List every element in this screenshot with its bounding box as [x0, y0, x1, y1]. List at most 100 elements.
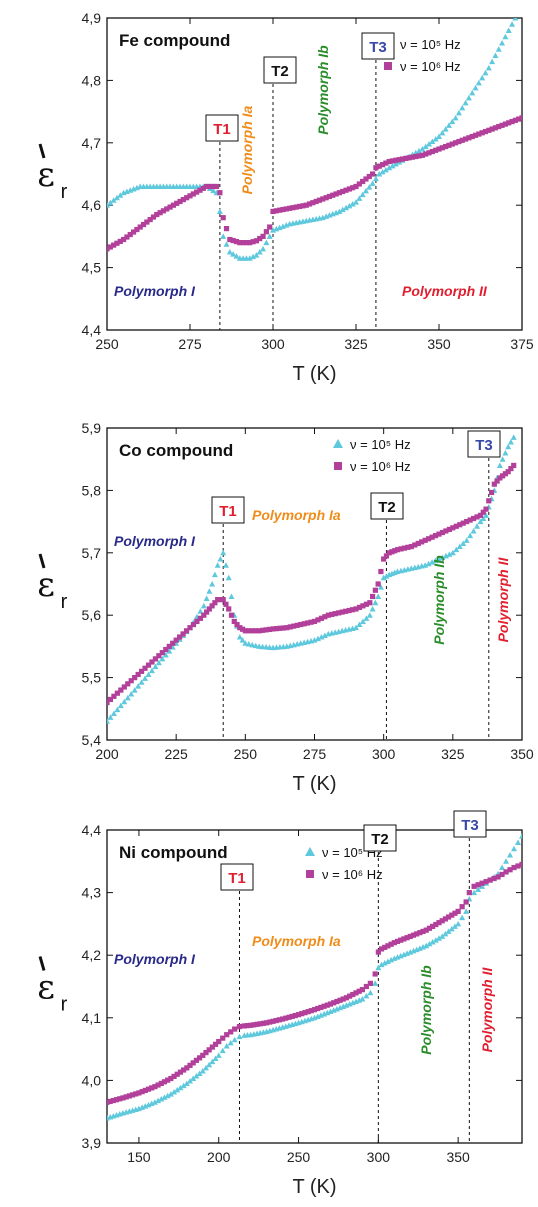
data-point: [350, 185, 356, 191]
data-point: [372, 599, 379, 606]
x-tick-label: 300: [372, 746, 396, 762]
transition-label-box: [467, 430, 501, 458]
data-point: [225, 574, 232, 581]
transition-label-text: T1: [228, 870, 246, 887]
data-point: [270, 626, 276, 632]
transition-label-text: T3: [461, 817, 479, 834]
data-point: [228, 1029, 234, 1035]
data-point: [134, 226, 140, 233]
x-tick-label: 350: [427, 336, 451, 352]
data-point: [240, 240, 246, 246]
data-point: [362, 187, 369, 194]
data-point: [128, 678, 134, 684]
data-point: [230, 237, 236, 244]
data-point: [359, 996, 366, 1002]
data-point: [367, 989, 374, 996]
data-point: [353, 199, 359, 205]
data-point: [343, 204, 350, 211]
data-point: [516, 116, 522, 122]
data-point: [336, 208, 343, 214]
data-point: [375, 964, 382, 971]
transition-label-T3: T3: [453, 810, 487, 838]
data-point: [256, 628, 262, 634]
transition-label-box: [361, 32, 395, 60]
data-point: [190, 191, 196, 197]
data-point: [356, 621, 363, 628]
data-point: [456, 138, 462, 145]
x-tick-label: 250: [287, 1149, 311, 1165]
data-point: [231, 618, 237, 625]
data-point: [439, 129, 446, 136]
series-group: [107, 833, 522, 1121]
transition-label-box: [220, 863, 254, 891]
data-point: [199, 1068, 206, 1074]
data-point: [260, 1020, 267, 1026]
data-point: [465, 94, 472, 101]
data-point: [117, 702, 124, 709]
data-point: [502, 471, 508, 477]
data-point: [378, 961, 385, 968]
data-point: [260, 233, 266, 239]
data-point: [360, 178, 366, 185]
data-point: [293, 204, 299, 210]
data-point: [463, 908, 470, 914]
data-point: [334, 998, 340, 1005]
data-point: [393, 157, 399, 163]
chart-title: Ni compound: [119, 843, 228, 862]
data-point: [505, 27, 512, 33]
data-point: [366, 612, 373, 618]
data-point: [426, 150, 432, 156]
y-tick-label: 4,3: [82, 885, 102, 901]
data-point: [506, 120, 512, 126]
data-point: [270, 1018, 276, 1024]
legend-marker: [333, 439, 343, 448]
data-point: [311, 1007, 318, 1013]
data-point: [377, 584, 384, 590]
data-point: [331, 1000, 337, 1006]
data-point: [138, 668, 145, 674]
data-point: [436, 556, 442, 562]
data-point: [210, 183, 216, 190]
data-point: [273, 626, 280, 632]
data-point: [452, 114, 459, 121]
data-point: [446, 142, 452, 148]
data-point: [511, 864, 517, 871]
transition-label-T2: T2: [263, 56, 297, 84]
data-point: [363, 992, 370, 999]
data-point: [183, 628, 190, 634]
data-point: [129, 1092, 136, 1098]
x-axis-label: T (K): [292, 1176, 336, 1198]
data-point: [379, 168, 386, 175]
data-point: [183, 1080, 190, 1087]
data-point: [423, 151, 429, 157]
data-point: [113, 1097, 120, 1103]
data-point: [476, 131, 482, 137]
data-point: [445, 914, 452, 920]
data-point: [236, 634, 243, 640]
data-point: [417, 930, 423, 936]
data-point: [227, 1039, 234, 1046]
data-point: [500, 473, 506, 479]
data-point: [439, 529, 446, 536]
data-point: [167, 204, 173, 210]
data-point: [236, 1033, 243, 1040]
data-point: [336, 610, 342, 616]
data-point: [215, 1052, 222, 1058]
data-point: [414, 931, 420, 937]
annotation-polymorph-ib: Polymorph Ib: [315, 45, 331, 135]
data-point: [442, 930, 449, 937]
data-point: [340, 996, 346, 1002]
data-point: [155, 1082, 161, 1088]
legend-marker: [306, 870, 314, 878]
data-point: [477, 512, 484, 518]
data-point: [499, 871, 505, 878]
data-point: [318, 1004, 324, 1011]
data-point: [337, 997, 343, 1003]
data-point: [111, 693, 117, 699]
data-point: [223, 601, 229, 607]
x-tick-label: 150: [127, 1149, 151, 1165]
data-point: [496, 462, 503, 468]
y-tick-label: 4,1: [82, 1010, 102, 1026]
data-point: [174, 1071, 180, 1077]
data-point: [220, 597, 226, 603]
